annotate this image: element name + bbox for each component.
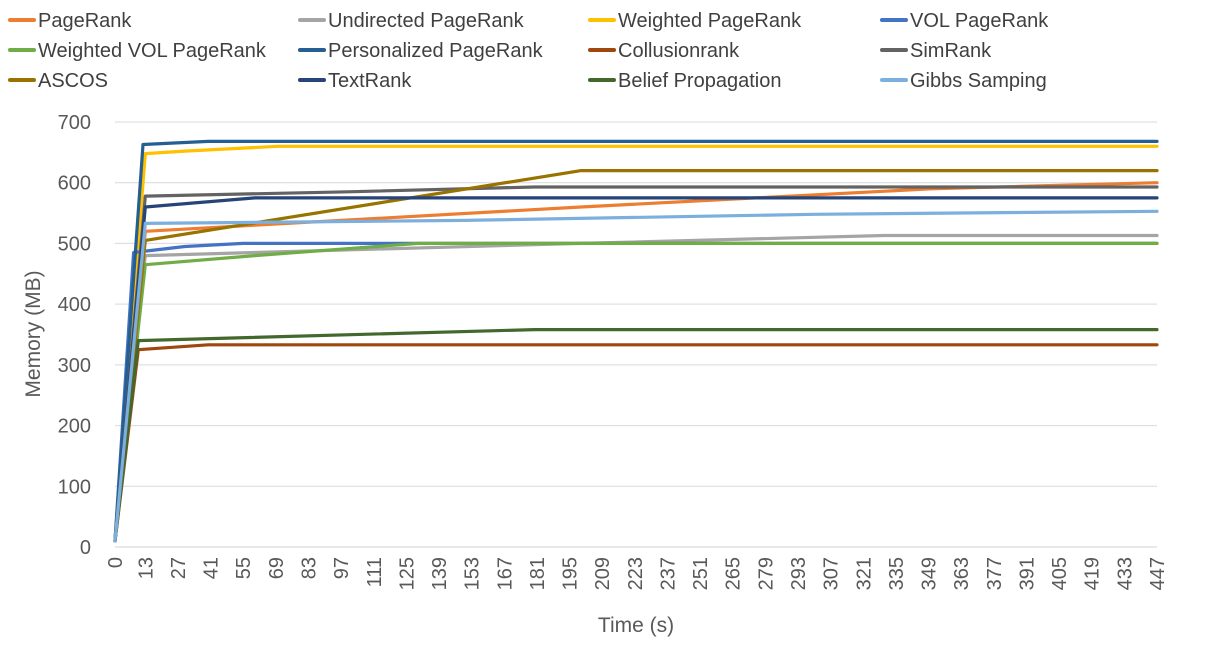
x-tick-label: 405	[1049, 557, 1071, 590]
y-axis-title: Memory (MB)	[22, 270, 45, 397]
y-tick-label: 500	[58, 233, 91, 255]
x-tick-label: 335	[886, 557, 908, 590]
series-line-2	[113, 144, 1159, 543]
legend-label: TextRank	[328, 70, 412, 92]
x-tick-label: 377	[984, 557, 1006, 590]
legend-label: VOL PageRank	[910, 10, 1049, 32]
series-line-9	[113, 196, 1159, 543]
legend-label: Undirected PageRank	[328, 10, 525, 32]
x-tick-label: 265	[723, 557, 745, 590]
y-tick-label: 400	[58, 294, 91, 316]
x-tick-label: 209	[592, 557, 614, 590]
y-tick-label: 600	[58, 173, 91, 195]
x-tick-label: 13	[135, 557, 157, 579]
x-tick-label: 27	[168, 557, 190, 579]
series-line-7	[113, 185, 1159, 543]
legend-label: SimRank	[910, 40, 992, 62]
x-tick-label: 167	[494, 557, 516, 590]
series-line-5	[113, 139, 1159, 543]
legend-label: Weighted PageRank	[618, 10, 802, 32]
x-tick-label: 181	[527, 557, 549, 590]
x-tick-label: 153	[462, 557, 484, 590]
x-tick-label: 97	[331, 557, 353, 579]
x-tick-label: 55	[233, 557, 255, 579]
x-tick-label: 447	[1147, 557, 1169, 590]
x-tick-label: 223	[625, 557, 647, 590]
legend-label: Collusionrank	[618, 40, 740, 62]
series-line-3	[113, 241, 1159, 543]
legend-label: Personalized PageRank	[328, 40, 544, 62]
series-layer	[113, 139, 1159, 543]
x-axis-title: Time (s)	[598, 614, 674, 637]
gridlines	[115, 121, 1157, 487]
legend-label: PageRank	[38, 10, 132, 32]
series-line-8	[113, 169, 1159, 543]
x-tick-label: 69	[266, 557, 288, 579]
series-line-4	[113, 241, 1159, 543]
axes: 0 100 200 300 400 500 600 700 0 13 27 41 55 69 83 97 111…	[58, 112, 1169, 590]
x-tick-label: 293	[788, 557, 810, 590]
series-line-11	[113, 209, 1159, 543]
legend-label: ASCOS	[38, 70, 108, 92]
series-line-1	[113, 233, 1159, 543]
x-tick-label: 111	[364, 557, 386, 587]
x-tick-label: 307	[821, 557, 843, 590]
x-tick-label: 321	[853, 557, 875, 590]
y-tick-label: 300	[58, 355, 91, 377]
x-tick-label: 195	[560, 557, 582, 590]
x-tick-label: 279	[755, 557, 777, 590]
x-tick-label: 349	[919, 557, 941, 590]
y-tick-label: 100	[58, 476, 91, 498]
x-tick-label: 433	[1114, 557, 1136, 590]
x-tick-label: 83	[298, 557, 320, 579]
legend: PageRank Undirected PageRank Weighted Page…	[8, 10, 1049, 92]
y-tick-label: 0	[80, 537, 91, 559]
legend-label: Belief Propagation	[618, 70, 781, 92]
x-tick-label: 237	[657, 557, 679, 590]
legend-label: Gibbs Samping	[910, 70, 1047, 92]
series-line-10	[113, 328, 1159, 543]
x-tick-label: 363	[951, 557, 973, 590]
x-tick-label: 391	[1016, 557, 1038, 590]
x-tick-label: 139	[429, 557, 451, 590]
y-tick-label: 700	[58, 112, 91, 134]
x-tick-label: 419	[1082, 557, 1104, 590]
x-tick-label: 125	[396, 557, 418, 590]
legend-label: Weighted VOL PageRank	[38, 40, 267, 62]
x-tick-label: 251	[690, 557, 712, 590]
y-tick-label: 200	[58, 416, 91, 438]
x-tick-label: 41	[201, 557, 223, 579]
x-tick-label: 0	[105, 557, 127, 568]
series-line-6	[113, 343, 1159, 543]
